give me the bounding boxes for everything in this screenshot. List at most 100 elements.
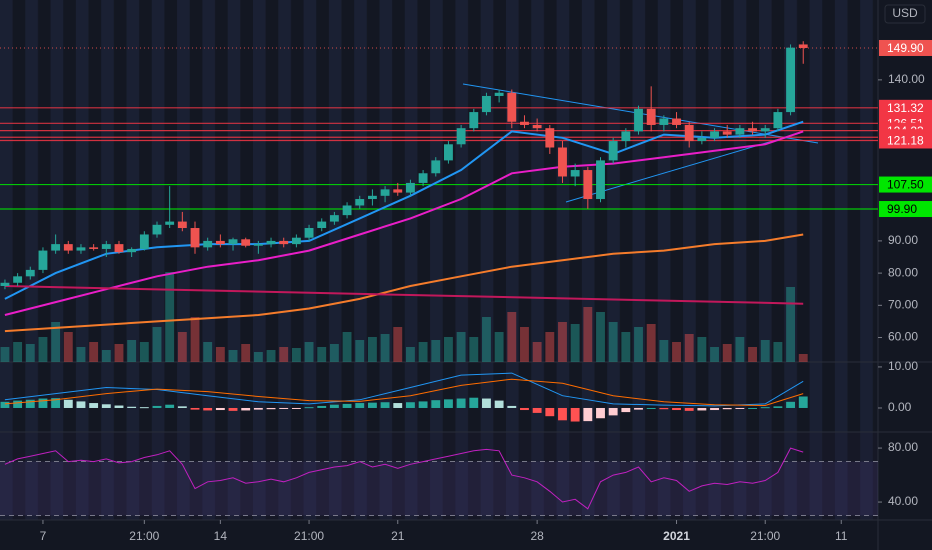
axis-layer: 60.0070.0080.0090.00140.00149.90131.3212…	[40, 39, 932, 543]
candle-body	[304, 228, 314, 238]
candle-body	[456, 128, 466, 145]
macd-tick-label: 10.00	[888, 359, 918, 373]
volume-bar	[0, 347, 10, 362]
candle-body	[710, 131, 719, 138]
volume-bar	[735, 337, 745, 362]
level-label-box	[879, 39, 932, 56]
macd-histogram	[393, 403, 403, 408]
volume-bar	[304, 342, 314, 362]
macd-histogram	[710, 407, 719, 411]
candle-body	[634, 108, 643, 132]
rsi-line	[4, 447, 804, 510]
macd-histogram	[798, 396, 808, 408]
macd-line	[4, 372, 804, 407]
volume-bar	[494, 332, 504, 362]
candle-body	[215, 240, 225, 245]
candle-body	[101, 244, 111, 249]
y-tick-label: 60.00	[888, 330, 918, 344]
volume-bar	[532, 342, 542, 362]
macd-histogram	[355, 403, 365, 408]
macd-histogram	[317, 405, 327, 408]
volume-bar	[329, 344, 339, 362]
candle-body	[279, 240, 289, 245]
volume-bar	[342, 332, 352, 362]
candle-body	[798, 44, 808, 48]
macd-histogram	[13, 400, 23, 408]
volume-bar	[25, 344, 35, 362]
volume-bar	[89, 342, 99, 362]
volume-bar	[634, 327, 643, 362]
candle-body	[355, 199, 365, 206]
macd-histogram	[215, 407, 225, 411]
macd-histogram	[634, 407, 643, 410]
macd-histogram	[431, 400, 441, 408]
macd-histogram	[25, 399, 35, 408]
macd-histogram	[456, 398, 466, 408]
candle-body	[608, 141, 618, 161]
candle-body	[786, 47, 796, 113]
macd-histogram	[253, 407, 263, 410]
candle-body	[558, 147, 567, 177]
macd-histogram	[748, 407, 757, 409]
volume-bar	[190, 317, 200, 362]
candle-body	[51, 244, 61, 251]
volume-bar	[152, 327, 162, 362]
macd-histogram	[444, 399, 453, 408]
volume-bar	[215, 347, 225, 362]
x-tick-label: 2021	[663, 529, 690, 543]
macd-histogram	[291, 407, 301, 409]
rsi-background	[0, 432, 878, 520]
candle-body	[139, 234, 149, 249]
macd-histogram	[405, 402, 415, 408]
currency-box	[884, 4, 926, 24]
macd-histogram	[203, 407, 213, 411]
macd-histogram	[532, 407, 542, 413]
macd-histogram	[646, 407, 656, 409]
macd-histogram	[152, 405, 162, 408]
y-tick-label: 140.00	[888, 72, 925, 86]
level-label: 99.90	[887, 202, 917, 216]
macd-histogram	[165, 404, 175, 408]
volume-bar	[456, 332, 466, 362]
macd-histogram	[139, 407, 149, 409]
level-label: 107.50	[887, 178, 924, 192]
volume-bar	[507, 312, 517, 362]
candle-body	[0, 282, 10, 286]
candle-body	[469, 112, 479, 129]
x-tick-label: 7	[40, 529, 47, 543]
volume-bar	[583, 307, 593, 362]
volume-bar	[748, 347, 757, 362]
macd-histogram	[672, 407, 681, 411]
macd-histogram	[380, 402, 390, 408]
x-tick-label: 21	[391, 529, 405, 543]
candle-body	[393, 189, 403, 193]
y-tick-label: 90.00	[888, 233, 918, 247]
volume-bar	[38, 337, 48, 362]
level-label-box	[879, 99, 932, 116]
candle-body	[405, 182, 415, 193]
macd-histogram	[507, 405, 517, 408]
x-tick-label: 21:00	[750, 529, 780, 543]
macd-histogram	[786, 401, 796, 408]
macd-histogram	[89, 403, 99, 408]
candle-body	[165, 221, 175, 225]
moving-average	[4, 285, 804, 305]
volume-bar	[672, 342, 681, 362]
volume-bar	[279, 347, 289, 362]
macd-histogram	[773, 406, 783, 408]
volume-bar	[431, 340, 441, 362]
macd-histogram	[114, 405, 124, 408]
candle-body	[253, 244, 263, 246]
x-tick-label: 14	[214, 529, 228, 543]
volume-bar	[367, 337, 377, 362]
macd-tick-label: 0.00	[888, 400, 912, 414]
candle-body	[342, 205, 352, 216]
volume-bar	[101, 350, 111, 362]
volume-bar	[773, 342, 783, 362]
x-tick-label: 21:00	[129, 529, 159, 543]
currency: USD	[892, 6, 918, 20]
macd-histogram	[596, 407, 605, 419]
macd-histogram	[494, 400, 504, 408]
moving-average	[4, 233, 804, 333]
level-label-box	[879, 201, 932, 218]
